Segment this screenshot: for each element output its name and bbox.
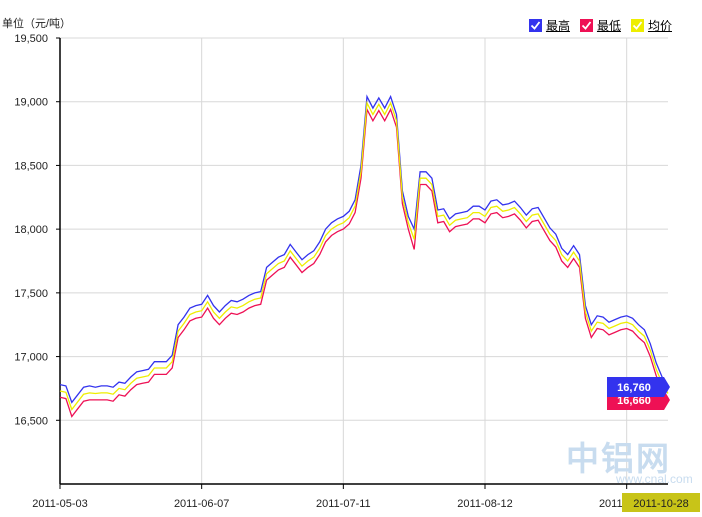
x-tick-label: 2011-06-07	[174, 498, 229, 510]
legend-label-high[interactable]: 最高	[545, 19, 570, 33]
high-value-flag[interactable]: 16,760	[607, 377, 670, 397]
x-tick-label: 2011-05-03	[32, 498, 87, 510]
high-value-flag-shape	[607, 377, 670, 397]
low-value-flag-value: 16,660	[617, 395, 651, 407]
legend-item-low[interactable]: 最低	[579, 17, 621, 34]
y-tick-label: 19,000	[14, 97, 48, 109]
y-tick-label: 18,500	[14, 160, 48, 172]
x-tick-label: 2011-08-12	[457, 498, 512, 510]
y-tick-label: 16,500	[14, 415, 48, 427]
series-lines	[59, 94, 669, 418]
legend: 最高 最低 均价	[528, 17, 672, 34]
checkbox-checked-icon[interactable]	[630, 19, 644, 32]
legend-label-low[interactable]: 最低	[596, 19, 621, 33]
y-tick-label: 17,500	[14, 288, 48, 300]
checkbox-checked-icon[interactable]	[528, 19, 542, 32]
high-value-flag-value: 16,760	[617, 382, 651, 394]
legend-item-avg[interactable]: 均价	[630, 17, 672, 34]
y-tick-label: 17,000	[14, 352, 48, 364]
series-line-low	[59, 107, 669, 418]
legend-item-high[interactable]: 最高	[528, 17, 570, 34]
y-tick-label: 18,000	[14, 224, 48, 236]
y-axis-unit-label: 单位（元/吨）	[2, 18, 72, 30]
series-line-avg	[59, 100, 669, 411]
y-tick-label: 19,500	[14, 33, 48, 45]
axes: 16,500 17,000 17,500 18,000 18,500 19,000 19,5…	[14, 33, 700, 512]
x-tick-label: 2011-07-11	[316, 498, 371, 510]
legend-label-avg[interactable]: 均价	[647, 19, 672, 33]
x-tick-label: 2011-10-28	[633, 498, 688, 510]
grid-lines	[60, 37, 668, 484]
checkbox-checked-icon[interactable]	[579, 19, 593, 32]
current-date-badge	[622, 493, 700, 512]
